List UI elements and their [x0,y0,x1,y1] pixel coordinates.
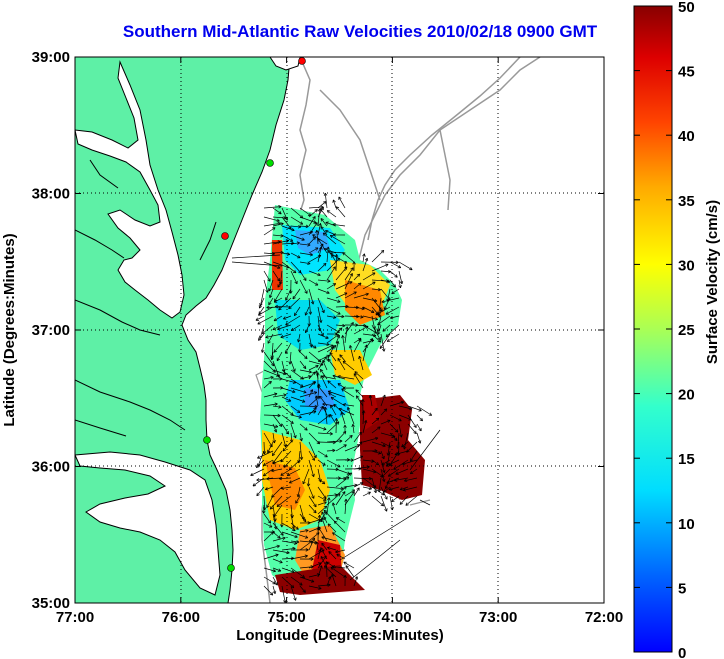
x-tick-label: 72:00 [585,609,623,626]
x-tick-label: 75:00 [267,609,305,626]
pamlico-sound [75,451,221,596]
colorbar-tick-label: 45 [678,64,695,81]
station-marker [221,232,229,240]
y-tick-label: 38:00 [32,186,70,203]
x-axis-label: Longitude (Degrees:Minutes) [236,627,444,644]
station-markers [203,57,306,572]
y-tick-label: 39:00 [32,49,70,66]
station-marker [203,436,211,444]
x-tick-label: 73:00 [479,609,517,626]
delaware-bay [269,57,301,71]
bathymetry-contour [319,89,451,211]
station-marker [266,159,274,167]
station-marker [227,564,235,572]
y-tick-label: 35:00 [32,595,70,612]
colorbar-tick-label: 30 [678,257,695,274]
colorbar-tick-label: 10 [678,516,695,533]
colorbar-tick-label: 5 [678,580,686,597]
colorbar-tick-label: 35 [678,193,695,210]
y-tick-label: 37:00 [32,322,70,339]
x-tick-label: 74:00 [373,609,411,626]
chesapeake-bay [75,60,185,319]
y-tick-label: 36:00 [32,459,70,476]
bathymetry-contour [367,57,521,241]
map-title: Southern Mid-Atlantic Raw Velocities 201… [122,22,598,41]
station-marker [298,57,306,65]
grid [75,57,604,603]
x-tick-label: 77:00 [56,609,94,626]
x-axis: 77:00 76:00 75:00 74:00 73:00 72:00 [56,57,623,626]
x-tick-label: 76:00 [162,609,200,626]
colorbar-tick-label: 40 [678,128,695,145]
colorbar-tick-label: 20 [678,387,695,404]
y-axis-label: Latitude (Degrees:Minutes) [1,233,18,426]
river-lines [75,159,217,437]
y-axis: 39:00 38:00 37:00 36:00 35:00 [32,49,604,612]
colorbar-tick-label: 25 [678,322,695,339]
colorbar-label: Surface Velocity (cm/s) [704,200,721,364]
velocity-vectors [231,192,441,603]
colorbar-tick-label: 0 [678,645,686,659]
colorbar [633,5,673,653]
colorbar-tick-label: 15 [678,451,695,468]
colorbar-tick-label: 50 [678,0,695,16]
